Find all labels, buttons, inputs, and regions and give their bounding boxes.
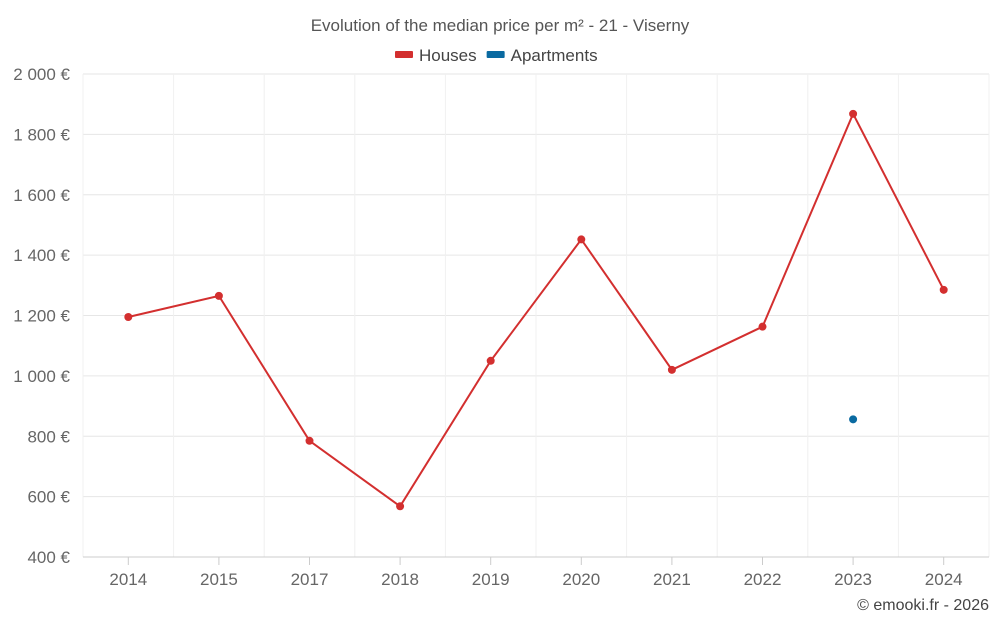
x-tick-label: 2018 — [381, 570, 419, 589]
x-tick-label: 2017 — [291, 570, 329, 589]
houses-data-point[interactable] — [214, 291, 223, 300]
legend-label: Apartments — [511, 46, 598, 65]
legend-item-apartments[interactable]: Apartments — [486, 46, 598, 65]
houses-data-point[interactable] — [849, 109, 858, 118]
legend: Houses Apartments — [395, 46, 598, 65]
houses-data-point[interactable] — [396, 502, 405, 511]
houses-data-point[interactable] — [124, 313, 133, 322]
axes: 400 € 600 € 800 € 1 000 € 1 200 € 1 400 € 1 60… — [13, 65, 989, 589]
legend-swatch — [486, 51, 505, 58]
y-tick-label: 1 000 € — [13, 367, 70, 386]
grid — [82, 73, 990, 558]
apartments-data-point[interactable] — [849, 415, 858, 424]
copyright-footer: © emooki.fr - 2026 — [857, 597, 989, 614]
y-tick-label: 1 600 € — [13, 186, 70, 205]
x-tick-label: 2022 — [744, 570, 782, 589]
x-tick-label: 2015 — [200, 570, 238, 589]
houses-data-point[interactable] — [486, 356, 495, 365]
x-tick-label: 2014 — [109, 570, 147, 589]
x-tick-label: 2019 — [472, 570, 510, 589]
x-tick-label: 2020 — [562, 570, 600, 589]
legend-label: Houses — [419, 46, 477, 65]
y-tick-label: 1 400 € — [13, 246, 70, 265]
x-tick-label: 2021 — [653, 570, 691, 589]
series-layer — [124, 109, 948, 511]
houses-data-point[interactable] — [577, 235, 586, 244]
x-tick-label: 2024 — [925, 570, 963, 589]
y-tick-label: 400 € — [27, 548, 70, 567]
legend-item-houses[interactable]: Houses — [395, 46, 477, 65]
houses-series-line — [128, 111, 945, 508]
legend-swatch — [395, 51, 413, 58]
y-tick-label: 800 € — [27, 427, 70, 446]
y-tick-label: 2 000 € — [13, 65, 70, 84]
y-tick-label: 600 € — [27, 488, 70, 507]
y-tick-label: 1 200 € — [13, 307, 70, 326]
houses-data-point[interactable] — [305, 436, 314, 445]
x-tick-label: 2023 — [834, 570, 872, 589]
y-tick-label: 1 800 € — [13, 125, 70, 144]
houses-data-point[interactable] — [758, 322, 767, 331]
houses-data-point[interactable] — [667, 365, 676, 374]
chart-title: Evolution of the median price per m² - 2… — [311, 16, 690, 35]
houses-data-point[interactable] — [939, 285, 948, 294]
